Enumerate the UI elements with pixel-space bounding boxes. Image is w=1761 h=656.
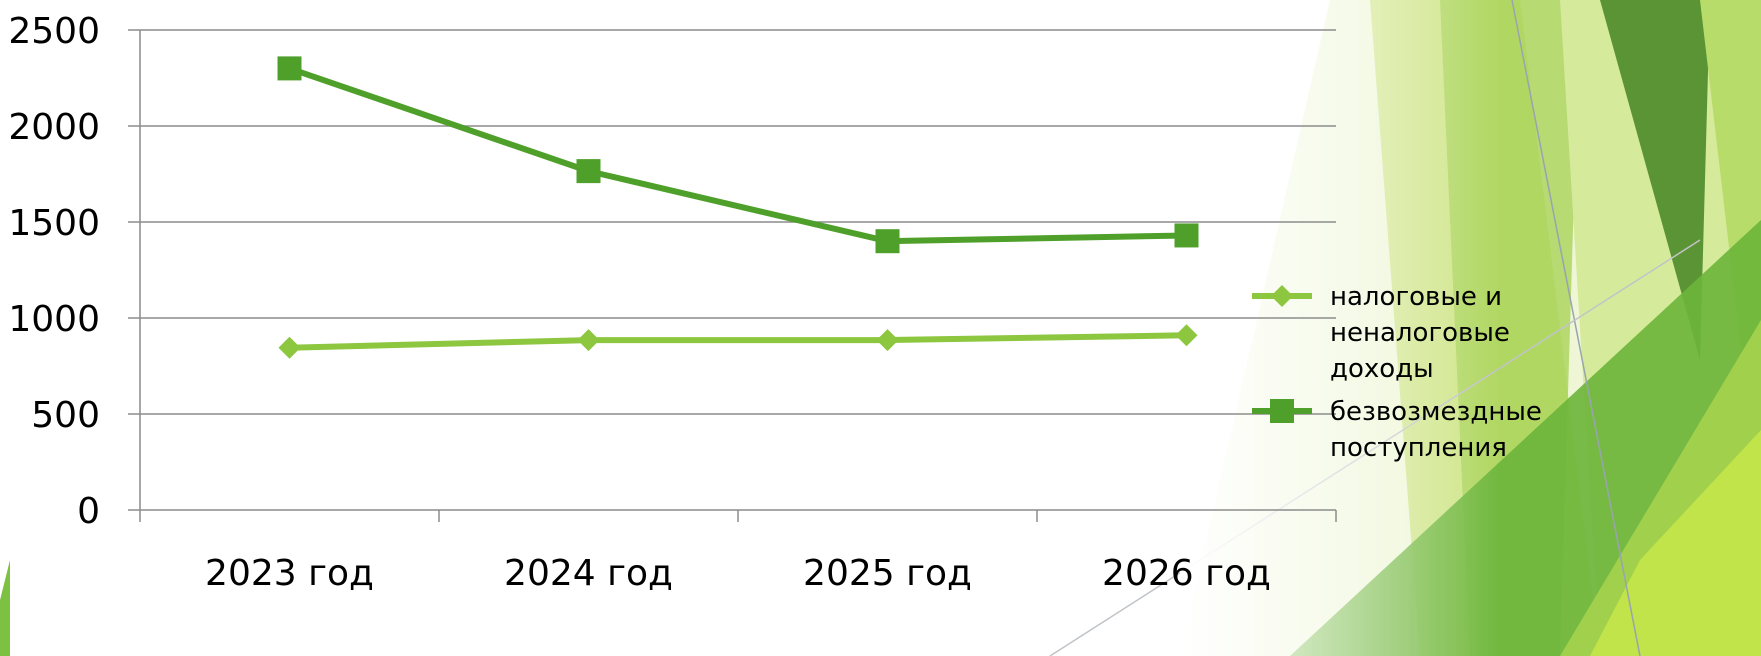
series-line — [286, 65, 1190, 245]
y-tick-label: 2500 — [8, 11, 100, 52]
series-line — [286, 332, 1190, 351]
y-axis-tick-labels: 0 500 1000 1500 2000 2500 — [8, 11, 100, 532]
data-point-diamond — [1271, 285, 1293, 307]
y-tick-label: 500 — [31, 395, 100, 436]
data-point-square — [1270, 399, 1294, 423]
data-point-diamond — [876, 329, 899, 352]
legend-label: поступления — [1330, 433, 1507, 463]
x-tick-label: 2025 год — [803, 553, 972, 594]
y-tick-label: 1500 — [8, 203, 100, 244]
gridlines — [140, 29, 1336, 415]
legend-label: неналоговые — [1330, 318, 1510, 348]
legend-label: безвозмездные — [1330, 397, 1542, 427]
axes — [128, 29, 1337, 522]
data-point-square — [875, 229, 900, 254]
x-tick-label: 2023 год — [205, 553, 374, 594]
x-tick-label: 2024 год — [504, 553, 673, 594]
data-point-diamond — [1175, 324, 1198, 347]
series-square — [277, 56, 1199, 254]
series-group — [277, 56, 1199, 359]
x-tick-label: 2026 год — [1102, 553, 1271, 594]
data-point-square — [1174, 223, 1199, 248]
y-tick-label: 0 — [77, 491, 100, 532]
data-point-diamond — [278, 336, 301, 359]
legend-label: налоговые и — [1330, 282, 1502, 312]
x-axis-tick-labels: 2023 год 2024 год 2025 год 2026 год — [205, 553, 1271, 594]
y-tick-label: 2000 — [8, 107, 100, 148]
legend-item: налоговые и неналоговые доходы — [1252, 282, 1510, 384]
legend: налоговые и неналоговые доходы безвозмездны… — [1252, 282, 1542, 463]
series-diamond — [278, 324, 1198, 359]
data-point-diamond — [577, 329, 600, 352]
legend-label: доходы — [1330, 354, 1434, 384]
y-tick-label: 1000 — [8, 299, 100, 340]
data-point-square — [576, 159, 601, 184]
data-point-square — [277, 56, 302, 81]
legend-item: безвозмездные поступления — [1252, 397, 1542, 463]
